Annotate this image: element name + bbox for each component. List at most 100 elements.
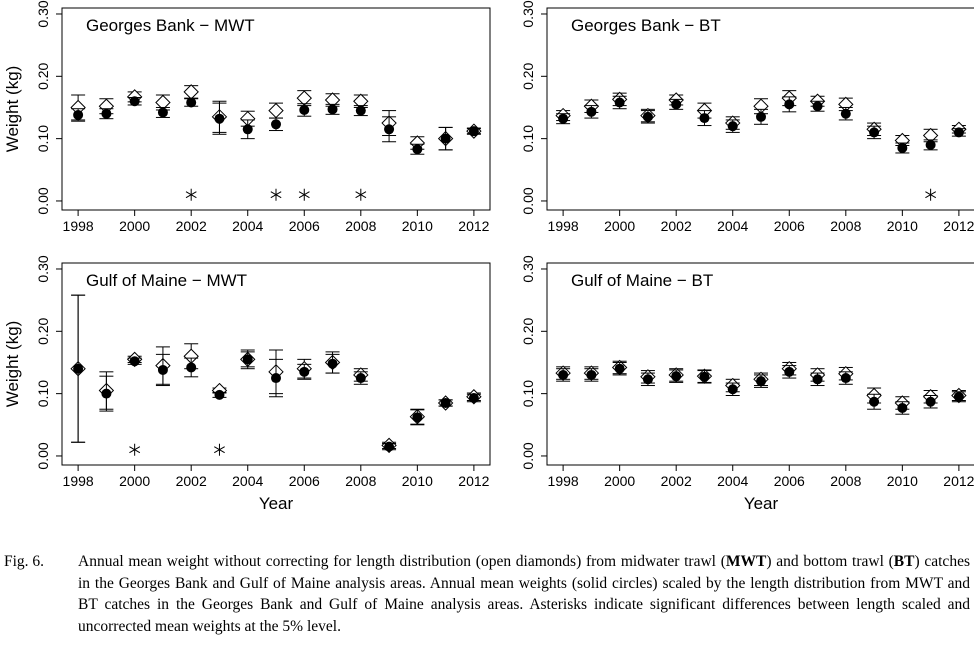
circle-point xyxy=(925,396,936,407)
panel-title: Gulf of Maine − BT xyxy=(571,271,713,290)
asterisk xyxy=(298,188,310,201)
circle-point xyxy=(73,363,84,374)
x-tick-label: 2010 xyxy=(402,473,433,489)
circle-point xyxy=(384,441,395,452)
circle-point xyxy=(840,373,851,384)
y-tick-label: 0.20 xyxy=(35,62,51,89)
circle-point xyxy=(869,396,880,407)
x-tick-label: 2008 xyxy=(345,473,376,489)
circle-point xyxy=(614,363,625,374)
circle-point xyxy=(586,106,597,117)
x-tick-label: 2010 xyxy=(887,218,918,234)
circle-point xyxy=(699,371,710,382)
circle-point xyxy=(642,374,653,385)
caption-run: ) catches in the Georges Bank and Gulf o… xyxy=(78,553,970,635)
x-tick-label: 2012 xyxy=(943,218,974,234)
circle-point xyxy=(869,127,880,138)
caption-run: Annual mean weight without correcting fo… xyxy=(78,553,726,570)
circle-point xyxy=(242,124,253,135)
circle-point xyxy=(727,121,738,132)
circle-point xyxy=(101,388,112,399)
circle-point xyxy=(157,107,168,118)
circle-point xyxy=(897,142,908,153)
circle-point xyxy=(756,111,766,122)
caption-label: Fig. 6. xyxy=(4,553,45,570)
circle-point xyxy=(242,354,253,365)
panel-title: Gulf of Maine − MWT xyxy=(86,271,247,290)
x-tick-label: 2008 xyxy=(345,218,376,234)
circle-point xyxy=(299,366,310,377)
diamond-point xyxy=(183,84,199,100)
x-tick-label: 2002 xyxy=(661,218,692,234)
y-tick-label: 0.00 xyxy=(520,442,536,469)
y-tick-label: 0.30 xyxy=(520,255,536,282)
asterisk-stroke xyxy=(925,191,937,199)
asterisk-stroke xyxy=(214,446,225,454)
x-tick-label: 2000 xyxy=(119,473,150,489)
diamond-point xyxy=(296,90,312,106)
plot-frame xyxy=(546,262,974,466)
caption-run: BT xyxy=(893,553,915,570)
asterisk-stroke xyxy=(270,191,282,199)
x-tick-label: 2002 xyxy=(176,218,207,234)
circle-point xyxy=(953,391,964,402)
circle-point xyxy=(440,133,451,144)
circle-point xyxy=(897,402,908,413)
circle-point xyxy=(699,113,710,124)
x-tick-label: 1998 xyxy=(63,473,94,489)
asterisk xyxy=(925,188,937,201)
y-tick-label: 0.10 xyxy=(35,380,51,407)
circle-point xyxy=(186,97,197,108)
circle-point xyxy=(101,108,112,119)
x-tick-label: 2006 xyxy=(774,218,805,234)
x-tick-label: 1998 xyxy=(548,218,579,234)
x-tick-label: 2000 xyxy=(604,473,635,489)
circle-point xyxy=(468,392,479,403)
asterisk-stroke xyxy=(298,191,310,199)
circle-point xyxy=(558,369,569,380)
x-tick-label: 2006 xyxy=(774,473,805,489)
circle-point xyxy=(812,374,823,385)
asterisk xyxy=(355,188,367,201)
caption-run: MWT xyxy=(725,553,767,570)
circle-point xyxy=(384,124,395,135)
circle-point xyxy=(840,108,851,119)
circle-point xyxy=(327,358,338,369)
x-tick-label: 2012 xyxy=(458,218,489,234)
x-axis-label: Year xyxy=(259,494,294,513)
circle-point xyxy=(671,99,682,110)
plot-frame xyxy=(61,262,491,466)
y-tick-label: 0.30 xyxy=(520,0,536,27)
circle-point xyxy=(727,384,738,395)
y-tick-label: 0.10 xyxy=(520,380,536,407)
x-tick-label: 2012 xyxy=(943,473,974,489)
caption-run: ) and bottom trawl ( xyxy=(766,553,894,570)
y-tick-label: 0.20 xyxy=(520,62,536,89)
circle-point xyxy=(440,397,451,408)
circle-point xyxy=(355,373,366,384)
asterisk xyxy=(129,443,141,456)
circle-point xyxy=(925,139,936,150)
y-axis-label: Weight (kg) xyxy=(3,66,22,153)
asterisk xyxy=(185,188,197,201)
asterisk-stroke xyxy=(129,446,141,454)
circle-point xyxy=(756,376,766,387)
x-tick-label: 2004 xyxy=(232,473,263,489)
x-tick-label: 2002 xyxy=(176,473,207,489)
circle-point xyxy=(157,364,168,375)
circle-point xyxy=(784,366,795,377)
asterisk xyxy=(270,188,282,201)
x-tick-label: 2002 xyxy=(661,473,692,489)
circle-point xyxy=(186,362,197,373)
asterisk-stroke xyxy=(355,191,367,199)
x-tick-label: 2000 xyxy=(119,218,150,234)
x-axis-label: Year xyxy=(744,494,779,513)
circle-point xyxy=(671,371,682,382)
x-tick-label: 1998 xyxy=(548,473,579,489)
circle-point xyxy=(642,111,653,122)
panel-title: Georges Bank − BT xyxy=(571,16,721,35)
plot-frame xyxy=(546,7,974,211)
x-tick-label: 2010 xyxy=(402,218,433,234)
circle-point xyxy=(214,113,225,124)
